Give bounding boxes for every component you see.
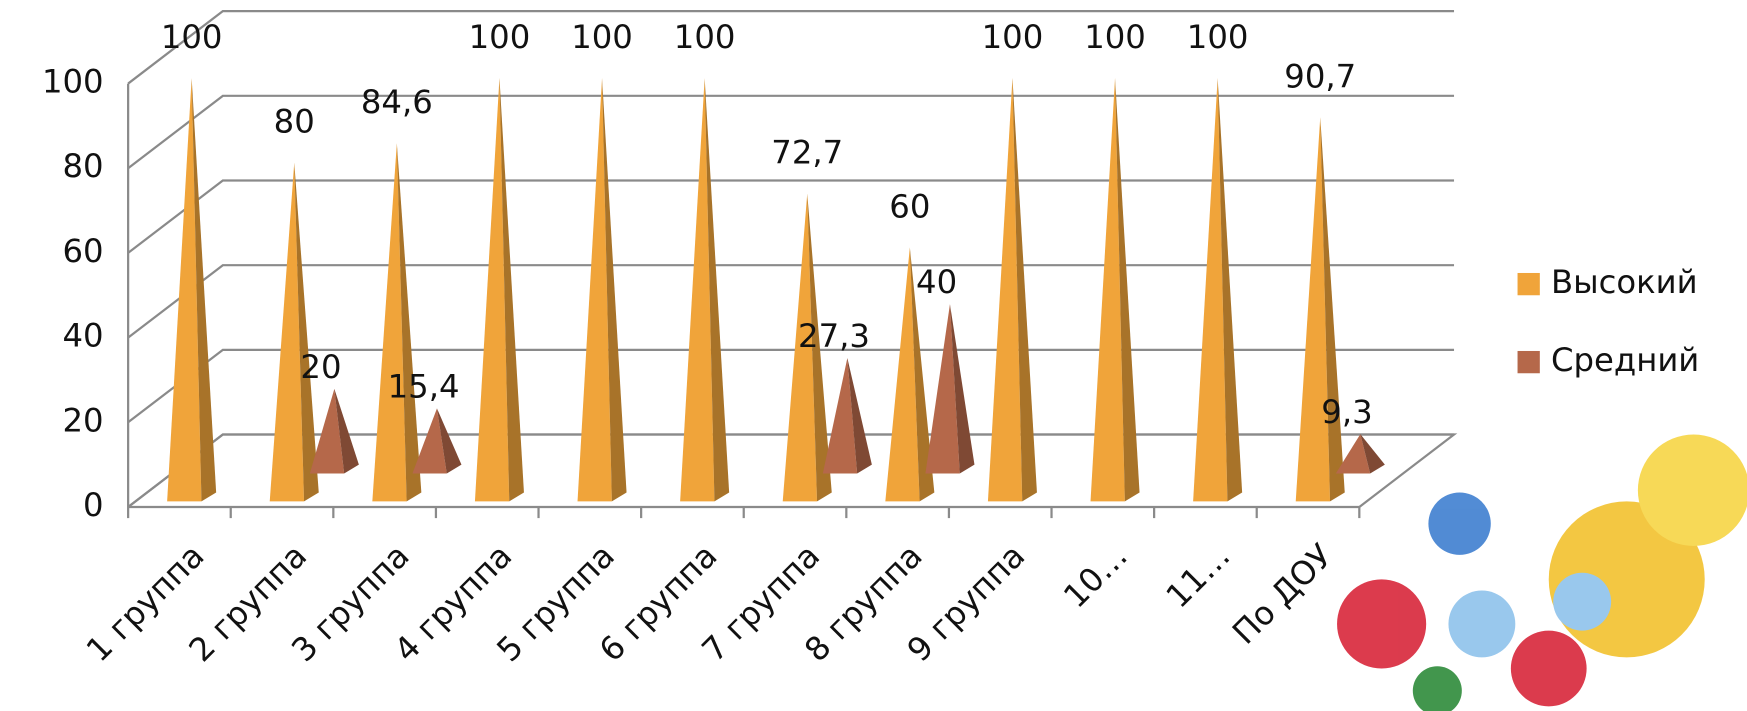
y-tick-label: 0	[83, 486, 104, 524]
pyramid	[1193, 77, 1243, 502]
pyramid-face	[167, 77, 202, 502]
pyramid-side	[1360, 434, 1385, 474]
pyramid-side	[949, 304, 975, 474]
pyramid-side	[602, 77, 627, 502]
pyramid-face	[1193, 77, 1228, 502]
value-label: 100	[1084, 18, 1146, 56]
pyramid-face	[412, 408, 447, 474]
pyramid	[372, 143, 422, 502]
value-label: 100	[1187, 18, 1249, 56]
pyramid-face	[372, 143, 407, 502]
pyramid	[577, 77, 627, 502]
grid-line	[127, 264, 1455, 339]
value-label: 72,7	[771, 134, 843, 172]
value-label: 90,7	[1284, 57, 1356, 95]
value-label: 100	[161, 18, 223, 56]
pyramid-face	[885, 247, 920, 502]
pyramid-side	[499, 77, 524, 502]
pyramid-side	[704, 77, 730, 502]
decoration	[1337, 434, 1747, 711]
pyramid-face	[925, 304, 960, 474]
y-tick-label: 20	[63, 401, 104, 439]
pyramid-face	[474, 77, 510, 502]
value-label: 100	[982, 18, 1044, 56]
value-label: 20	[300, 348, 341, 386]
x-tick-label: 10…	[1056, 537, 1135, 616]
pyramid-side	[1012, 77, 1037, 502]
value-label: 27,3	[798, 317, 870, 355]
grid-line	[127, 348, 1455, 424]
legend-swatch	[1517, 350, 1540, 374]
pyramid-side	[1320, 117, 1345, 502]
grid-line	[127, 10, 1455, 85]
pyramid	[1090, 77, 1140, 502]
pyramid-side	[334, 388, 359, 474]
pyramid-face	[269, 162, 305, 502]
y-tick-label: 40	[63, 317, 104, 355]
pyramid-face	[1295, 117, 1331, 502]
value-label: 100	[674, 18, 736, 56]
pyramid-side	[1217, 77, 1243, 502]
pyramid-side	[191, 77, 217, 502]
y-tick-label: 60	[63, 232, 104, 270]
value-label: 100	[571, 18, 633, 56]
pyramid	[885, 247, 935, 502]
pyramid-face	[577, 77, 612, 502]
grid-line	[127, 433, 1455, 508]
value-label: 80	[274, 103, 315, 141]
legend-swatch	[1517, 272, 1540, 296]
pyramid	[412, 408, 462, 474]
value-label: 40	[916, 263, 957, 301]
x-tick-label: 11…	[1159, 537, 1238, 616]
value-label: 100	[469, 18, 531, 56]
pyramid	[782, 193, 832, 502]
pyramid	[474, 77, 524, 502]
pyramid	[822, 357, 872, 474]
plot: 0 20 40 60 80 100 100 80 84,6 100 100 100 72,7 60 100 1…	[42, 10, 1747, 711]
pyramid-face	[680, 77, 715, 502]
x-tick-label: По ДОУ	[1225, 536, 1340, 651]
pyramid-side	[436, 408, 462, 474]
legend-label: Высокий	[1551, 263, 1698, 301]
pyramid-side	[909, 247, 935, 502]
value-label: 15,4	[388, 367, 460, 405]
grid-line	[127, 179, 1455, 254]
pyramid	[167, 77, 217, 502]
pyramid-side	[396, 143, 422, 502]
pyramid-face	[1090, 77, 1125, 502]
pyramid	[680, 77, 730, 502]
value-label: 60	[889, 187, 930, 225]
value-label: 84,6	[361, 83, 433, 121]
pyramid-side	[847, 357, 872, 474]
pyramid-face	[822, 357, 858, 474]
y-tick-label: 100	[42, 63, 104, 101]
pyramid-side	[294, 162, 319, 502]
pyramid	[1295, 117, 1345, 502]
pyramid-face	[309, 388, 345, 474]
pyramid-side	[807, 193, 832, 502]
pyramid	[925, 304, 975, 474]
pyramid-face	[782, 193, 818, 502]
grid-line	[127, 94, 1455, 170]
pyramid	[269, 162, 319, 502]
pyramid	[1335, 434, 1385, 474]
y-tick-label: 80	[63, 147, 104, 185]
value-label: 9,3	[1321, 393, 1372, 431]
pyramid-face	[987, 77, 1023, 502]
pyramid	[309, 388, 359, 474]
pyramid-face	[1335, 434, 1371, 474]
pyramid-side	[1115, 77, 1140, 502]
legend-label: Средний	[1551, 341, 1699, 379]
pyramid	[987, 77, 1037, 502]
